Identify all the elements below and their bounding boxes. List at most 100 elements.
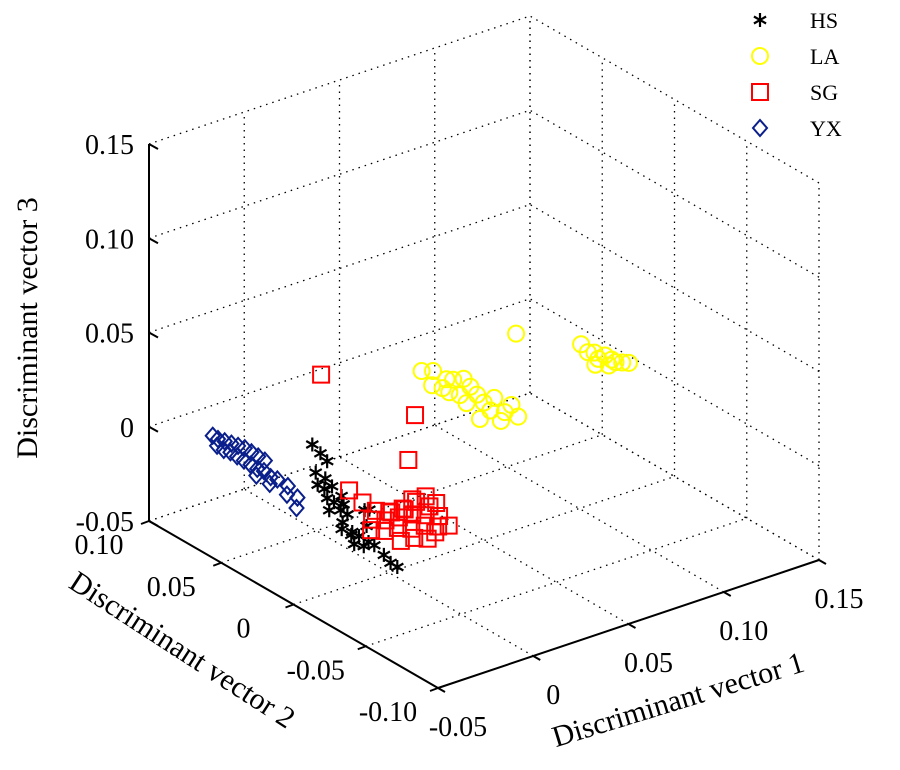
data-point-yx bbox=[279, 476, 297, 496]
data-point-sg bbox=[402, 519, 421, 538]
data-point-sg bbox=[427, 494, 446, 513]
y-tick-label: 0 bbox=[237, 614, 251, 645]
x-tick-mark bbox=[532, 655, 541, 661]
data-point-yx bbox=[278, 485, 296, 505]
data-point-la bbox=[424, 361, 443, 380]
y-tick-mark bbox=[212, 561, 222, 567]
data-point-yx bbox=[256, 451, 274, 471]
legend-marker-yx bbox=[751, 118, 769, 138]
data-point-hs bbox=[305, 437, 319, 452]
grid-line bbox=[529, 298, 820, 467]
data-point-hs bbox=[309, 465, 323, 480]
y-tick-mark bbox=[285, 603, 294, 609]
data-point-la bbox=[509, 407, 528, 426]
x-tick-mark bbox=[723, 591, 732, 597]
data-point-yx bbox=[248, 466, 265, 486]
legend-label-la: LA bbox=[810, 44, 839, 69]
data-point-sg bbox=[416, 487, 435, 506]
data-point-sg bbox=[406, 406, 425, 425]
legend-label-hs: HS bbox=[810, 8, 838, 33]
grid-line bbox=[434, 424, 725, 593]
legend-marker-la bbox=[751, 47, 769, 65]
data-point-sg bbox=[416, 506, 435, 525]
data-point-yx bbox=[289, 488, 306, 508]
grid-line bbox=[221, 434, 603, 564]
legend-marker-hs bbox=[753, 13, 767, 27]
grid-line bbox=[529, 109, 820, 278]
data-point-sg bbox=[375, 521, 394, 540]
z-tick-mark bbox=[148, 143, 159, 150]
axis-layer bbox=[140, 143, 827, 693]
y-tick-label: -0.10 bbox=[359, 697, 417, 728]
z-tick-mark bbox=[148, 237, 159, 245]
x-tick-mark bbox=[437, 687, 446, 693]
grid-line bbox=[339, 456, 629, 625]
y-tick-label: 0.05 bbox=[147, 572, 196, 603]
z-tick-label: -0.05 bbox=[76, 507, 134, 538]
grid-layer bbox=[148, 15, 820, 689]
data-point-sg bbox=[405, 528, 424, 547]
data-point-sg bbox=[363, 510, 382, 529]
data-point-hs bbox=[313, 446, 328, 461]
data-point-sg bbox=[399, 450, 418, 469]
z-tick-mark bbox=[148, 520, 159, 527]
data-point-sg bbox=[391, 531, 410, 550]
x-tick-label: 0.15 bbox=[815, 584, 864, 615]
x-tick-label: 0.10 bbox=[719, 616, 768, 647]
data-point-yx bbox=[255, 461, 273, 481]
data-point-sg bbox=[340, 481, 359, 500]
data-point-hs bbox=[311, 477, 325, 492]
data-point-la bbox=[470, 409, 489, 428]
data-points bbox=[204, 324, 638, 574]
data-point-hs bbox=[322, 503, 336, 518]
data-point-sg bbox=[415, 516, 434, 535]
z-tick-label: 0.05 bbox=[85, 319, 134, 350]
data-point-la bbox=[502, 395, 521, 414]
data-point-hs bbox=[344, 527, 358, 542]
data-point-sg bbox=[362, 521, 381, 540]
data-point-sg bbox=[312, 365, 331, 384]
data-point-yx bbox=[261, 474, 279, 494]
z-axis-label: Discriminant vector 3 bbox=[11, 197, 44, 459]
data-point-hs bbox=[377, 547, 391, 562]
data-point-la bbox=[491, 411, 510, 430]
z-tick-mark bbox=[148, 331, 159, 339]
tick-labels: -0.05 0 0.05 0.10 0.15 -0.10 -0.05 0 0.05 0.10 -0.… bbox=[75, 130, 864, 743]
z-tick-mark bbox=[148, 425, 159, 433]
data-point-la bbox=[507, 324, 526, 343]
series-hs bbox=[305, 437, 404, 574]
data-point-hs bbox=[336, 497, 351, 512]
data-point-la bbox=[412, 362, 431, 381]
series-sg bbox=[312, 365, 458, 550]
y-tick-mark bbox=[429, 687, 439, 692]
data-point-la bbox=[599, 356, 618, 375]
data-point-sg bbox=[382, 503, 401, 522]
data-point-hs bbox=[325, 479, 339, 494]
data-point-la bbox=[485, 388, 504, 407]
z-tick-label: 0.15 bbox=[85, 130, 134, 161]
data-point-sg bbox=[395, 500, 414, 519]
series-la bbox=[412, 324, 638, 430]
x-tick-label: -0.05 bbox=[429, 712, 487, 743]
grid-line bbox=[243, 488, 534, 657]
data-point-sg bbox=[426, 523, 445, 542]
data-point-la bbox=[423, 376, 442, 395]
y-tick-label: -0.05 bbox=[287, 655, 345, 686]
grid-line bbox=[148, 109, 531, 239]
x-tick-label: 0.05 bbox=[624, 648, 673, 679]
z-tick-label: 0.10 bbox=[85, 224, 134, 255]
data-point-sg bbox=[439, 516, 458, 535]
y-tick-mark bbox=[140, 520, 150, 525]
data-point-hs bbox=[390, 559, 404, 574]
legend-label-yx: YX bbox=[810, 116, 842, 141]
data-point-la bbox=[613, 353, 632, 372]
series-yx bbox=[204, 426, 306, 518]
data-point-la bbox=[586, 355, 605, 374]
data-point-la bbox=[440, 383, 459, 402]
data-point-la bbox=[444, 370, 463, 389]
x-tick-label: 0 bbox=[546, 680, 560, 711]
legend-label-sg: SG bbox=[810, 80, 838, 105]
legend-marker-sg bbox=[751, 83, 769, 101]
legend: HS LA SG YX bbox=[751, 8, 842, 141]
